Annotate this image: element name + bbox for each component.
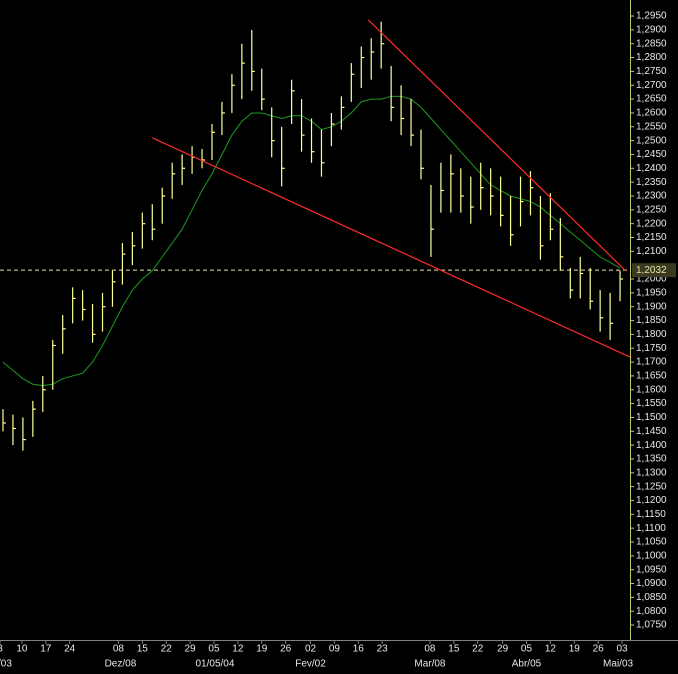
x-tick-label: 02 <box>305 644 317 655</box>
y-tick-label: 1,2850 <box>636 38 667 49</box>
y-tick-label: 1,0850 <box>636 592 667 603</box>
y-tick-label: 1,1800 <box>636 329 667 340</box>
y-tick-label: 1,0750 <box>636 620 667 631</box>
x-tick-label: 12 <box>545 644 557 655</box>
y-tick-label: 1,1300 <box>636 467 667 478</box>
x-tick-label: 26 <box>280 644 292 655</box>
y-tick-label: 1,2900 <box>636 25 667 36</box>
period-label: 01/05/04 <box>196 659 235 670</box>
y-tick-label: 1,1250 <box>636 481 667 492</box>
y-tick-label: 1,2700 <box>636 80 667 91</box>
y-tick-label: 1,2800 <box>636 52 667 63</box>
x-tick-label: 15 <box>137 644 149 655</box>
y-tick-label: 1,2150 <box>636 232 667 243</box>
x-tick-label: 19 <box>256 644 268 655</box>
x-tick-label: 22 <box>472 644 484 655</box>
x-tick-label: 22 <box>161 644 173 655</box>
x-tick-label: 26 <box>593 644 605 655</box>
y-tick-label: 1,1450 <box>636 426 667 437</box>
y-tick-label: 1,1400 <box>636 440 667 451</box>
y-tick-label: 1,2000 <box>636 274 667 285</box>
y-tick-label: 1,1700 <box>636 357 667 368</box>
y-tick-label: 1,1350 <box>636 454 667 465</box>
x-tick-label: 19 <box>569 644 581 655</box>
period-label: Dez/08 <box>105 659 137 670</box>
y-tick-label: 1,1200 <box>636 495 667 506</box>
y-tick-label: 1,1000 <box>636 550 667 561</box>
y-tick-label: 1,1750 <box>636 343 667 354</box>
y-tick-label: 1,1900 <box>636 301 667 312</box>
y-tick-label: 1,1850 <box>636 315 667 326</box>
x-tick-label: 05 <box>521 644 533 655</box>
period-label: /03 <box>0 659 12 670</box>
x-tick-label: 17 <box>40 644 52 655</box>
y-tick-label: 1,2250 <box>636 204 667 215</box>
y-tick-label: 1,2750 <box>636 66 667 77</box>
y-tick-label: 1,1650 <box>636 371 667 382</box>
y-tick-label: 1,0950 <box>636 564 667 575</box>
y-tick-label: 1,2300 <box>636 191 667 202</box>
period-label: Fev/02 <box>295 659 326 670</box>
y-tick-label: 1,2200 <box>636 218 667 229</box>
y-tick-label: 1,1100 <box>636 523 666 534</box>
x-tick-label: 03 <box>616 644 628 655</box>
y-tick-label: 1,1600 <box>636 384 667 395</box>
y-tick-label: 1,2650 <box>636 94 667 105</box>
period-label: Mai/03 <box>603 659 633 670</box>
trendline <box>367 19 626 271</box>
x-tick-label: 15 <box>448 644 460 655</box>
x-tick-label: 24 <box>64 644 76 655</box>
y-tick-label: 1,2400 <box>636 163 667 174</box>
x-tick-label: 08 <box>113 644 125 655</box>
x-tick-label: 05 <box>208 644 220 655</box>
y-tick-label: 1,1500 <box>636 412 667 423</box>
x-tick-label: 29 <box>497 644 509 655</box>
y-tick-label: 1,2100 <box>636 246 667 257</box>
y-tick-label: 1,0900 <box>636 578 667 589</box>
x-tick-label: 16 <box>353 644 365 655</box>
y-tick-label: 1,2350 <box>636 177 667 188</box>
x-tick-label: 10 <box>16 644 28 655</box>
y-tick-label: 1,2600 <box>636 108 667 119</box>
y-tick-label: 1,1950 <box>636 288 667 299</box>
period-label: Mar/08 <box>414 659 446 670</box>
y-tick-label: 1,2950 <box>636 11 667 22</box>
x-tick-label: 09 <box>329 644 341 655</box>
y-tick-label: 1,1150 <box>636 509 666 520</box>
y-tick-label: 1,2500 <box>636 135 667 146</box>
y-tick-label: 1,0800 <box>636 606 667 617</box>
x-tick-label: 08 <box>424 644 436 655</box>
x-tick-label: 23 <box>377 644 389 655</box>
price-label-box <box>632 263 676 278</box>
period-label: Abr/05 <box>512 659 542 670</box>
x-tick-label: 29 <box>185 644 197 655</box>
y-tick-label: 1,1550 <box>636 398 667 409</box>
x-tick-label: 12 <box>232 644 244 655</box>
y-tick-label: 1,2450 <box>636 149 667 160</box>
trendline <box>152 137 631 358</box>
y-tick-label: 1,2550 <box>636 121 667 132</box>
x-tick-label: 3 <box>0 644 3 655</box>
y-tick-label: 1,1050 <box>636 537 667 548</box>
price-label: 1,2032 <box>636 265 667 276</box>
